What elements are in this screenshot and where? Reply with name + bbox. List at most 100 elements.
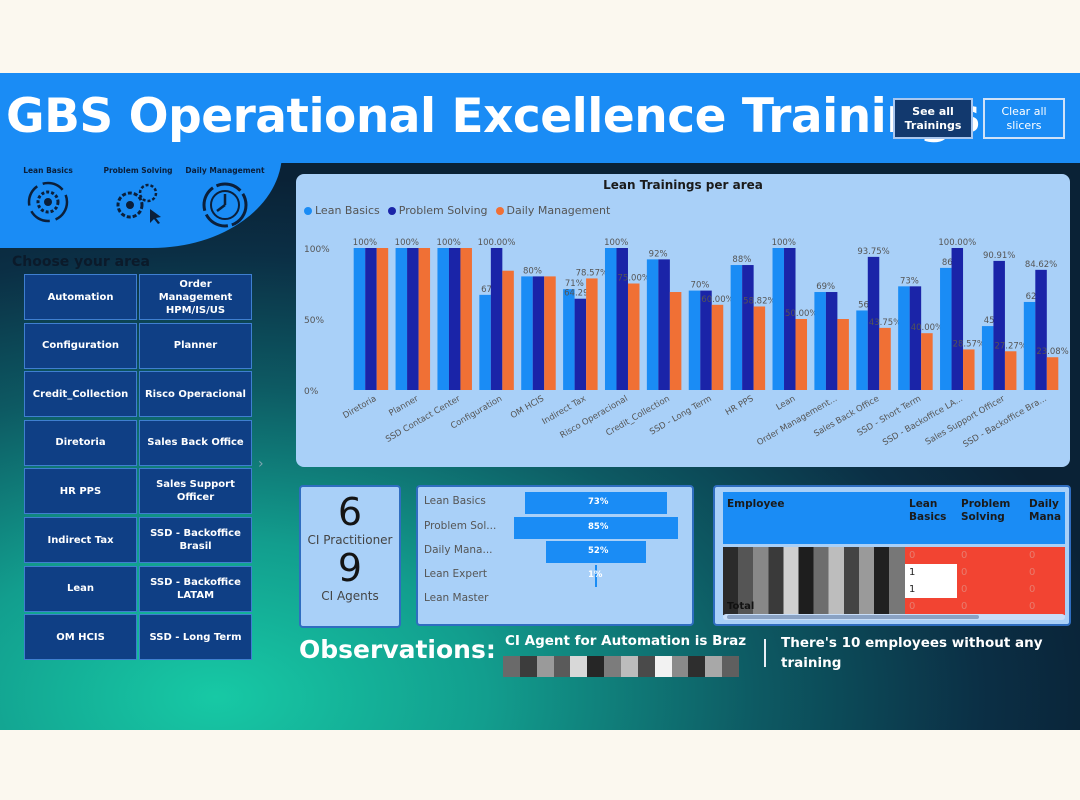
bar-daily-management[interactable] (502, 270, 514, 390)
bar-problem-solving[interactable] (909, 286, 922, 390)
area-button-credit-collection[interactable]: Credit_Collection (24, 371, 137, 418)
bar-problem-solving[interactable] (407, 248, 419, 390)
bar-lean-basics[interactable] (688, 290, 701, 390)
bar-problem-solving[interactable] (574, 298, 587, 390)
bar-daily-management[interactable] (376, 248, 389, 390)
bar-lean-basics[interactable] (814, 292, 826, 390)
table-scrollbar[interactable] (723, 614, 1065, 620)
bar-daily-management[interactable] (837, 319, 849, 390)
bar-daily-management[interactable] (795, 319, 808, 390)
bar-problem-solving[interactable] (951, 248, 964, 390)
bar-problem-solving[interactable] (742, 265, 754, 390)
bar-lean-basics[interactable] (981, 326, 994, 390)
bar-daily-management[interactable] (669, 292, 682, 390)
bar-lean-basics[interactable] (353, 248, 366, 390)
bar-lean-basics[interactable] (395, 248, 408, 390)
problem-solving-slicer[interactable]: Problem Solving (98, 166, 178, 225)
bar-problem-solving[interactable] (784, 248, 796, 390)
bar-problem-solving[interactable] (532, 276, 545, 390)
area-button-ssd-long-term[interactable]: SSD - Long Term (139, 614, 252, 661)
bar-lean-basics[interactable] (604, 248, 617, 390)
bar-lean-basics[interactable] (856, 310, 868, 390)
bar-lean-basics[interactable] (646, 259, 659, 390)
bar-lean-basics[interactable] (563, 289, 575, 390)
table-cell: 0 (957, 581, 1025, 598)
legend-lean-basics[interactable]: Lean Basics (304, 204, 380, 217)
bar-lean-basics[interactable] (730, 265, 743, 390)
bar-problem-solving[interactable] (616, 248, 628, 390)
bar-problem-solving[interactable] (490, 248, 503, 390)
progress-bar[interactable] (545, 541, 647, 563)
progress-bar[interactable] (513, 517, 679, 539)
bar-lean-basics[interactable] (1023, 301, 1036, 390)
bar-problem-solving[interactable] (993, 260, 1005, 390)
redacted-pixel (587, 656, 605, 677)
progress-row: Lean Master (418, 589, 696, 609)
area-button-configuration[interactable]: Configuration (24, 322, 137, 369)
bar-daily-management[interactable] (460, 248, 472, 390)
see-all-trainings-button[interactable]: See all Trainings (893, 98, 973, 139)
bar-problem-solving[interactable] (867, 256, 880, 390)
bar-problem-solving[interactable] (1035, 269, 1047, 390)
bar-problem-solving[interactable] (700, 290, 712, 390)
progress-bar[interactable] (595, 565, 597, 587)
bar-daily-management[interactable] (879, 327, 891, 390)
bar-daily-management[interactable] (418, 248, 431, 390)
bar-daily-management[interactable] (1004, 351, 1017, 390)
area-button-planner[interactable]: Planner (139, 322, 252, 369)
area-button-om-hcis[interactable]: OM HCIS (24, 614, 137, 661)
bar-lean-basics[interactable] (772, 248, 785, 390)
area-button-hr-pps[interactable]: HR PPS (24, 468, 137, 515)
legend-problem-solving[interactable]: Problem Solving (387, 204, 488, 217)
clear-all-slicers-button[interactable]: Clear all slicers (983, 98, 1065, 139)
bar-problem-solving[interactable] (365, 248, 377, 390)
area-button-risco-operacional[interactable]: Risco Operacional (139, 371, 252, 418)
area-button-sales-back-office[interactable]: Sales Back Office (139, 419, 252, 466)
area-button-lean[interactable]: Lean (24, 565, 137, 612)
data-label: 40.00% (911, 323, 943, 333)
column-header-problem-solving[interactable]: Problem Solving (961, 498, 1011, 523)
redacted-employee-name (723, 598, 905, 615)
bar-daily-management[interactable] (711, 304, 724, 390)
progress-value: 85% (588, 522, 609, 532)
column-header-employee[interactable]: Employee (727, 498, 785, 510)
area-button-diretoria[interactable]: Diretoria (24, 419, 137, 466)
bar-daily-management[interactable] (753, 306, 766, 390)
bar-daily-management[interactable] (544, 276, 556, 390)
area-button-automation[interactable]: Automation (24, 274, 137, 320)
bar-daily-management[interactable] (1046, 357, 1059, 390)
bar-daily-management[interactable] (627, 283, 640, 391)
bar-lean-basics[interactable] (940, 267, 952, 390)
bar-daily-management[interactable] (586, 278, 598, 390)
area-button-indirect-tax[interactable]: Indirect Tax (24, 517, 137, 563)
bar-lean-basics[interactable] (437, 248, 449, 390)
chevron-right-icon[interactable]: › (258, 456, 264, 472)
ci-practitioner-count: 6 (337, 490, 363, 534)
area-button-order-management-hpm-is-us[interactable]: Order Management HPM/IS/US (139, 274, 252, 320)
progress-row: Daily Mana... 52% (418, 541, 696, 563)
area-button-ssd-backoffice-latam[interactable]: SSD - Backoffice LATAM (139, 565, 252, 612)
column-header-daily-management[interactable]: Daily Mana (1029, 498, 1062, 523)
data-label: 23.08% (1036, 347, 1068, 357)
column-header-lean-basics[interactable]: Lean Basics (909, 498, 947, 523)
bar-problem-solving[interactable] (448, 248, 461, 390)
area-button-ssd-backoffice-brasil[interactable]: SSD - Backoffice Brasil (139, 517, 252, 563)
bar-problem-solving[interactable] (825, 292, 838, 390)
data-label: 43.75% (869, 318, 901, 328)
daily-management-slicer[interactable]: Daily Management (185, 166, 265, 229)
bar-lean-basics[interactable] (898, 286, 910, 390)
lean-basics-slicer[interactable]: Lean Basics (8, 166, 88, 225)
area-button-sales-support-officer[interactable]: Sales Support Officer (139, 468, 252, 515)
bar-lean-basics[interactable] (521, 276, 533, 390)
scrollbar-thumb[interactable] (727, 615, 979, 619)
bar-daily-management[interactable] (921, 333, 933, 390)
bar-problem-solving[interactable] (658, 259, 670, 390)
legend-daily-management[interactable]: Daily Management (495, 204, 610, 217)
bar-lean-basics[interactable] (479, 294, 491, 390)
bar-daily-management[interactable] (963, 349, 975, 390)
progress-bar[interactable] (525, 492, 667, 514)
